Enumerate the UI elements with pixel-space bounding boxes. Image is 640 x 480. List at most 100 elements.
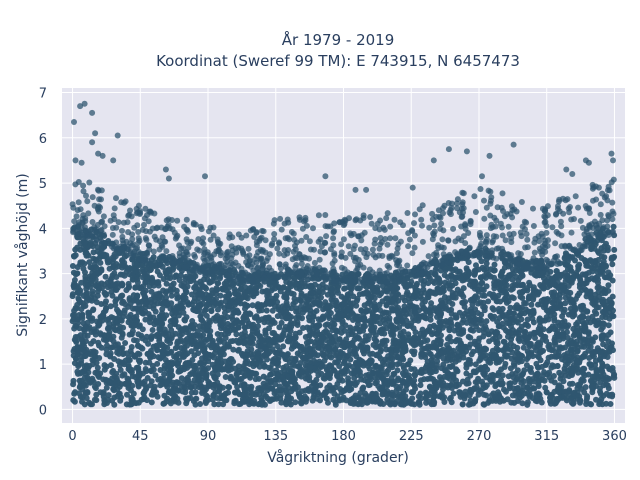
scatter-point (144, 375, 151, 381)
scatter-point (220, 401, 227, 408)
scatter-point (377, 398, 384, 405)
scatter-point (338, 329, 345, 336)
scatter-point (173, 351, 180, 358)
scatter-point (409, 395, 416, 402)
scatter-point (125, 379, 132, 386)
scatter-point (472, 361, 479, 368)
scatter-point (110, 338, 117, 345)
scatter-point (150, 366, 157, 373)
scatter-point (147, 382, 154, 389)
scatter-point (399, 336, 406, 343)
scatter-point (124, 391, 130, 398)
scatter-point (104, 257, 111, 264)
scatter-point (275, 362, 281, 369)
scatter-point (473, 262, 479, 269)
scatter-point (202, 398, 209, 405)
scatter-point (356, 328, 363, 335)
scatter-point (395, 385, 402, 392)
scatter-point (169, 310, 176, 317)
scatter-point (449, 290, 456, 296)
scatter-point (322, 299, 329, 306)
scatter-point (324, 291, 331, 298)
scatter-point (567, 264, 574, 271)
scatter-point (70, 397, 77, 404)
scatter-point (449, 301, 456, 307)
scatter-point (582, 259, 589, 266)
scatter-point (286, 359, 293, 366)
scatter-point (183, 314, 190, 321)
scatter-point (161, 392, 168, 399)
scatter-point (611, 246, 618, 253)
scatter-point (123, 401, 130, 408)
scatter-point (429, 331, 435, 338)
scatter-point (314, 328, 321, 335)
scatter-point (431, 399, 438, 406)
scatter-point (149, 388, 156, 395)
scatter-point (587, 362, 594, 369)
scatter-point (148, 399, 155, 406)
scatter-point (352, 382, 359, 388)
scatter-point (71, 277, 78, 283)
scatter-point (357, 390, 364, 396)
scatter-point (82, 281, 89, 288)
scatter-point (345, 314, 352, 321)
scatter-point (556, 352, 563, 359)
scatter-point (269, 307, 276, 314)
scatter-point (185, 327, 192, 334)
scatter-point (454, 321, 461, 328)
scatter-point (568, 399, 575, 406)
scatter-point (179, 294, 186, 301)
scatter-point (87, 315, 94, 322)
scatter-point (94, 364, 101, 371)
scatter-point (98, 344, 105, 351)
scatter-point (286, 324, 293, 331)
scatter-point (579, 271, 586, 278)
scatter-point (366, 318, 373, 324)
scatter-point (196, 291, 203, 298)
scatter-point (403, 400, 409, 407)
scatter-point (395, 375, 402, 382)
scatter-point (288, 283, 295, 290)
scatter-point (471, 369, 478, 376)
scatter-point (240, 334, 247, 341)
scatter-point (132, 374, 139, 381)
scatter-point (518, 323, 525, 330)
scatter-point (300, 309, 306, 316)
scatter-point (602, 314, 609, 321)
scatter-point (546, 346, 553, 353)
scatter-point (415, 317, 422, 324)
scatter-point (561, 318, 568, 325)
scatter-point (120, 262, 127, 269)
scatter-point (542, 384, 549, 391)
scatter-point (574, 319, 581, 326)
scatter-point (521, 328, 528, 335)
scatter-point (72, 389, 78, 396)
scatter-point (524, 401, 531, 408)
scatter-point (261, 319, 268, 326)
scatter-point (405, 372, 412, 379)
scatter-point (487, 359, 494, 366)
scatter-point (568, 347, 575, 354)
scatter-point (110, 263, 117, 270)
scatter-point (135, 357, 142, 364)
scatter-point (192, 401, 199, 408)
scatter-point (415, 393, 422, 400)
scatter-point (515, 350, 522, 357)
scatter-point (102, 300, 109, 307)
scatter-point (520, 344, 527, 351)
scatter-point (199, 317, 205, 324)
scatter-point (70, 381, 77, 388)
scatter-point (87, 242, 94, 249)
scatter-point (87, 264, 94, 271)
scatter-point (551, 317, 558, 324)
scatter-point (138, 396, 145, 403)
scatter-point (235, 324, 242, 331)
scatter-point (418, 377, 424, 384)
scatter-point (397, 394, 404, 401)
scatter-point (482, 323, 489, 330)
scatter-point (495, 347, 502, 353)
scatter-point (476, 342, 483, 349)
scatter-point (459, 277, 466, 284)
scatter-point (609, 277, 616, 284)
scatter-point (582, 325, 589, 332)
